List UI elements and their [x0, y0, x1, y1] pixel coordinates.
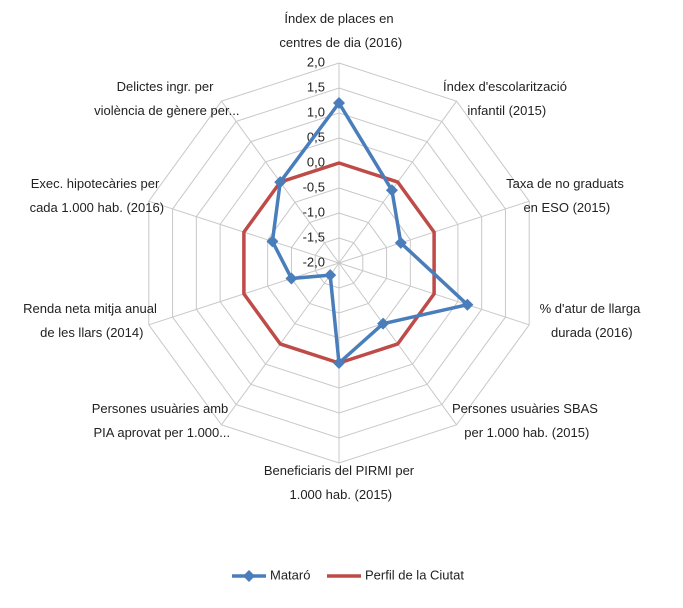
- legend-marker: [243, 570, 255, 582]
- category-label: Persones usuàries SBAS per 1.000 hab. (2…: [452, 401, 598, 440]
- point-marker: [394, 236, 407, 249]
- category-label: Persones usuàries amb PIA aprovat per 1.…: [90, 401, 230, 440]
- tick-label: 1,5: [307, 79, 325, 94]
- category-label: Exec. hipotecàries per cada 1.000 hab. (…: [26, 176, 164, 215]
- point-marker: [266, 235, 279, 248]
- category-label: Renda neta mitja anual de les llars (201…: [23, 301, 157, 340]
- tick-label: -0,5: [303, 179, 325, 194]
- tick-label: 0,0: [307, 154, 325, 169]
- point-marker: [377, 317, 390, 330]
- point-marker: [274, 176, 287, 189]
- tick-label: 1,0: [307, 104, 325, 119]
- point-marker: [333, 357, 345, 369]
- category-label: Taxa de no graduats en ESO (2015): [506, 176, 624, 215]
- point-marker: [461, 298, 474, 311]
- legend-label: Mataró: [270, 567, 310, 582]
- point-marker: [385, 184, 398, 197]
- tick-label: -1,0: [303, 204, 325, 219]
- point-marker: [324, 269, 337, 282]
- legend-label: Perfil de la Ciutat: [365, 567, 464, 582]
- category-label: % d'atur de llarga durada (2016): [540, 301, 642, 340]
- tick-label: -1,5: [303, 229, 325, 244]
- point-marker: [285, 272, 298, 285]
- tick-label: -2,0: [303, 254, 325, 269]
- tick-label: 2,0: [307, 54, 325, 69]
- category-label: Beneficiaris del PIRMI per 1.000 hab. (2…: [264, 463, 415, 502]
- category-label: Índex d'escolarització infantil (2015): [443, 79, 567, 118]
- point-marker: [333, 97, 345, 109]
- category-label: Índex de places en centres de dia (2016): [276, 11, 402, 50]
- category-label: Delictes ingr. per violència de gènere p…: [91, 79, 240, 118]
